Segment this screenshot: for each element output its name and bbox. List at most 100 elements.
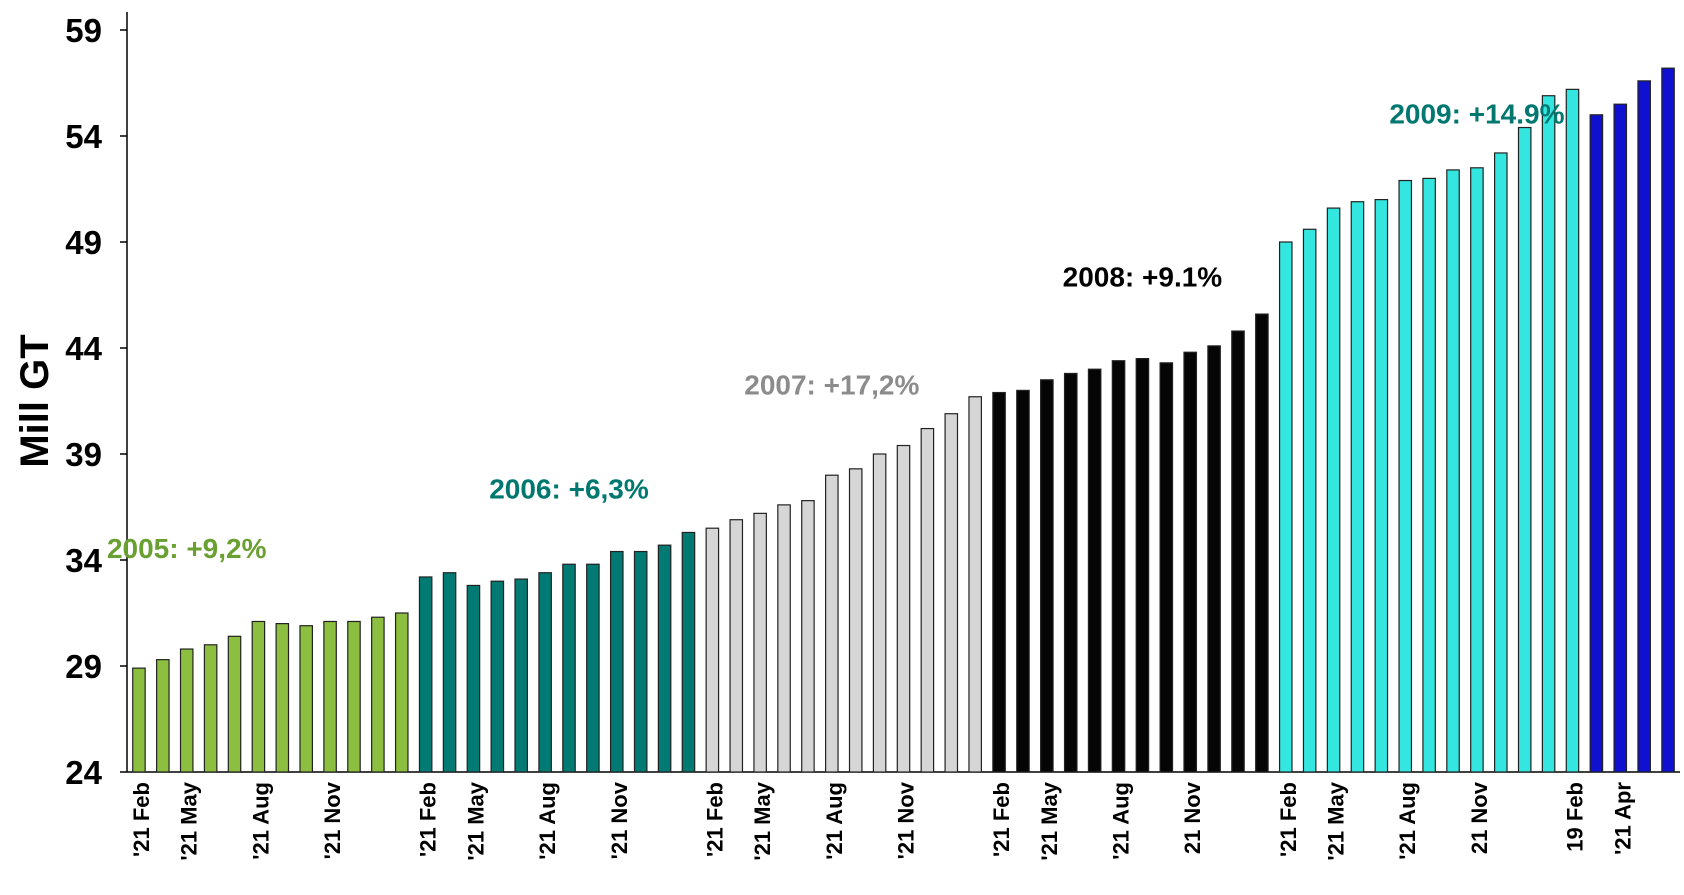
bar-2006 (538, 572, 552, 773)
bar-2005 (156, 659, 170, 773)
bar-2010 (1589, 114, 1604, 773)
bar-2007 (777, 504, 791, 773)
bar-2009 (1541, 95, 1556, 773)
bar-2005 (299, 625, 314, 773)
x-tick-label: 19 Feb (1562, 782, 1587, 852)
bar-2009 (1326, 207, 1341, 773)
bar-2005 (203, 644, 218, 773)
y-tick-label: 39 (65, 436, 102, 473)
bar-2007 (729, 519, 744, 773)
bar-2005 (132, 667, 146, 773)
bar-2006 (562, 563, 576, 773)
bar-2007 (825, 474, 839, 773)
bar-2007 (848, 468, 863, 773)
bar-2010 (1613, 103, 1628, 773)
annotation-label: 2007: +17,2% (744, 370, 919, 401)
annotation-label: 2005: +9,2% (107, 533, 267, 564)
bar-2007 (705, 527, 720, 773)
bar-2006 (609, 550, 624, 773)
annotations: 2005: +9,2% 2006: +6,3% 2007: +17,2% 2008: … (107, 98, 1565, 564)
bars (132, 67, 1675, 773)
bar-2008 (1207, 345, 1221, 773)
bar-2009 (1422, 177, 1436, 773)
x-tick-label: '21 Apr (1610, 782, 1635, 855)
x-tick-label: '21 Nov (320, 781, 345, 859)
bar-2005 (371, 616, 385, 773)
x-tick-label: '21 May (750, 781, 775, 860)
y-tick-label: 44 (65, 330, 102, 367)
y-axis-label: Mill GT (13, 334, 57, 467)
y-tick-label: 54 (65, 118, 102, 155)
bar-2005 (179, 648, 194, 773)
x-tick-label: '21 Nov (607, 781, 632, 859)
x-tick-label: '21 Aug (1109, 782, 1134, 860)
bar-2005 (394, 612, 409, 773)
bar-2006 (418, 576, 433, 773)
bar-2005 (323, 620, 337, 773)
y-axis: 24 29 34 39 44 49 54 59 (65, 12, 1680, 791)
bar-2010 (1661, 67, 1675, 773)
bar-2008 (1231, 330, 1245, 773)
bar-2007 (944, 413, 959, 773)
bar-2007 (872, 453, 887, 773)
annotation-label: 2009: +14.9% (1389, 98, 1564, 129)
y-tick-label: 34 (65, 542, 102, 579)
bar-2009 (1350, 201, 1365, 773)
bar-2007 (801, 500, 815, 773)
x-tick-label: '21 Feb (989, 782, 1014, 857)
bar-2007 (753, 512, 767, 773)
bar-2006 (657, 544, 672, 773)
bar-2008 (992, 391, 1006, 773)
bar-2005 (275, 622, 290, 773)
bar-2006 (466, 584, 481, 773)
bar-2008 (1016, 389, 1030, 773)
bar-2008 (1111, 360, 1126, 773)
x-tick-label: '21 Feb (1276, 782, 1301, 857)
y-tick-label: 59 (65, 12, 102, 49)
x-tick-label: '21 May (177, 781, 202, 860)
y-tick-label: 49 (65, 224, 102, 261)
x-tick-label: '21 Aug (822, 782, 847, 860)
bar-2008 (1040, 379, 1054, 773)
x-axis: '21 Feb '21 May '21 Aug '21 Nov '21 Feb '21 M… (129, 781, 1635, 860)
x-tick-label: '21 Feb (129, 782, 154, 857)
bar-2006 (633, 550, 648, 773)
annotation-label: 2008: +9.1% (1063, 262, 1223, 293)
bar-2009 (1517, 126, 1532, 773)
bar-2009 (1278, 241, 1293, 773)
bar-2006 (514, 578, 529, 773)
y-axis-title: Mill GT (13, 334, 57, 467)
bar-2007 (968, 396, 982, 773)
x-tick-label: '21 Aug (1395, 782, 1420, 860)
bar-2008 (1183, 351, 1198, 773)
bar-2009 (1446, 169, 1460, 773)
x-tick-label: '21 Aug (248, 782, 273, 860)
y-tick-label: 29 (65, 648, 102, 685)
bar-2008 (1063, 372, 1078, 773)
x-tick-label: '21 Aug (535, 782, 560, 860)
bar-2006 (442, 572, 457, 773)
bar-2009 (1493, 152, 1508, 773)
bar-2008 (1255, 313, 1269, 773)
bar-2006 (586, 563, 600, 773)
bar-2005 (251, 620, 266, 773)
bar-2005 (347, 620, 361, 773)
x-tick-label: '21 May (1037, 781, 1062, 860)
bar-2006 (681, 531, 696, 773)
x-tick-label: '21 Feb (416, 782, 441, 857)
bar-2010 (1637, 80, 1651, 773)
x-tick-label: '21 May (1324, 781, 1349, 860)
bar-2007 (920, 427, 935, 773)
x-tick-label: 21 Nov (1180, 781, 1205, 854)
bar-2009 (1470, 167, 1484, 773)
y-tick-label: 24 (65, 754, 102, 791)
bar-2008 (1159, 362, 1174, 773)
bar-2007 (896, 444, 911, 773)
bar-2009 (1302, 228, 1317, 773)
annotation-label: 2006: +6,3% (489, 474, 649, 505)
bar-2009 (1374, 199, 1389, 773)
bar-2008 (1135, 358, 1150, 773)
bar-2006 (490, 580, 505, 773)
x-tick-label: '21 Nov (894, 781, 919, 859)
